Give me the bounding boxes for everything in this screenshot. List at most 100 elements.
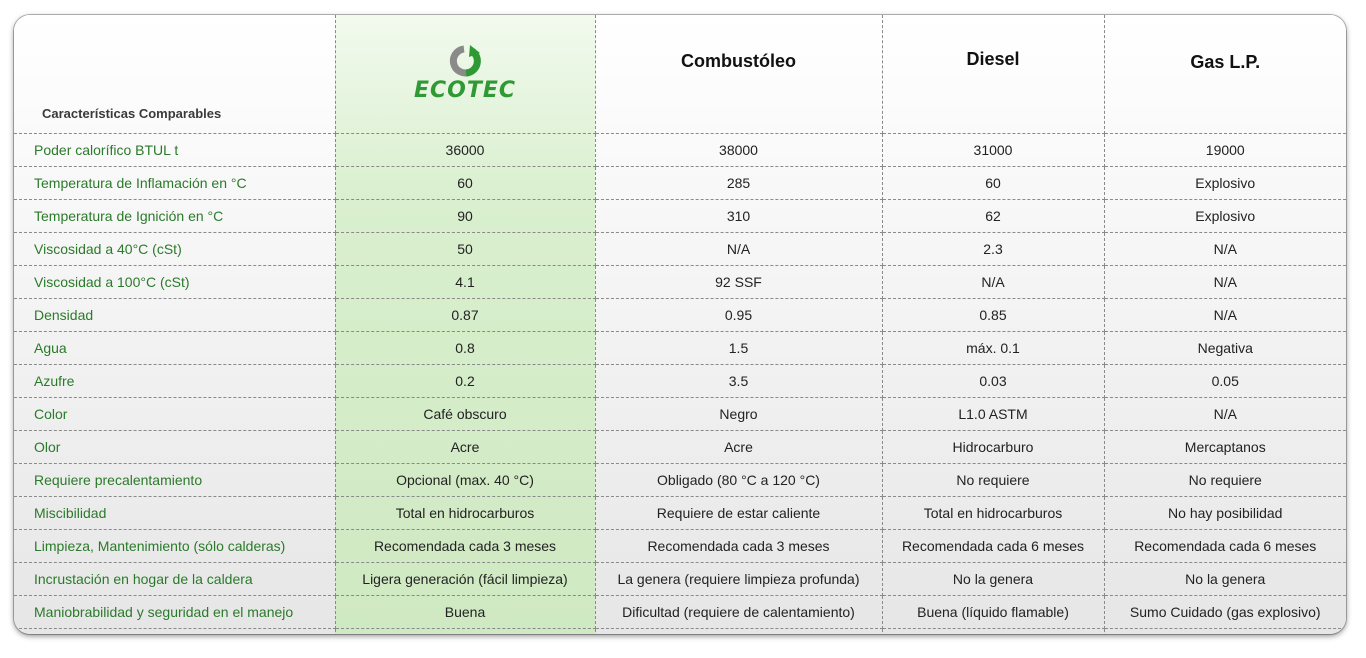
cell-diesel: máx. 0.1 — [882, 331, 1105, 365]
cell-ecotec: 0.8 — [335, 331, 596, 365]
cell-combustoleo: La genera (requiere limpieza profunda) — [595, 562, 883, 596]
table-row: Limpieza, Mantenimiento (sólo calderas) R… — [14, 529, 1346, 563]
cell-gas-lp: No requiere — [1104, 463, 1346, 497]
cell-combustoleo: Requiere de estar caliente — [595, 496, 883, 530]
cell-combustoleo: N/A — [595, 232, 883, 266]
table-row: Temperatura de Inflamación en °C 60 285 60 E… — [14, 166, 1346, 200]
row-label: Temperatura de Ignición en °C — [14, 199, 336, 233]
cell-ecotec: 0.87 — [335, 298, 596, 332]
cell-gas-lp: N/A — [1104, 232, 1346, 266]
cell-diesel: 60 — [882, 166, 1105, 200]
cell-gas-lp: Explosivo — [1104, 166, 1346, 200]
comparison-table: Características Comparables ECOTEC Combu… — [14, 15, 1346, 634]
table-row: Viscosidad a 40°C (cSt) 50 N/A 2.3 N/A — [14, 232, 1346, 266]
cell-ecotec: 4.1 — [335, 265, 596, 299]
cell-diesel: N/A — [882, 265, 1105, 299]
cell-diesel: Recomendada cada 6 meses — [882, 529, 1105, 563]
cell-combustoleo: 0.95 — [595, 298, 883, 332]
cell-diesel: No la genera — [882, 562, 1105, 596]
cell-gas-lp: N/A — [1104, 298, 1346, 332]
cell-gas-lp: N/A — [1104, 265, 1346, 299]
cell-ecotec: Buena — [335, 595, 596, 629]
cell-diesel: 62 — [882, 199, 1105, 233]
cell-diesel: 0.85 — [882, 298, 1105, 332]
column-header-gas-lp: Gas L.P. — [1104, 15, 1346, 134]
row-label: Olor — [14, 430, 336, 464]
header-label: Características Comparables — [14, 15, 336, 134]
cell-diesel: L1.0 ASTM — [882, 397, 1105, 431]
cell-combustoleo: Acre — [595, 430, 883, 464]
cell-diesel: No requiere — [882, 463, 1105, 497]
cell-gas-lp: Mercaptanos — [1104, 430, 1346, 464]
cell-ecotec: Acre — [335, 430, 596, 464]
cell-combustoleo: 3.5 — [595, 364, 883, 398]
cell-gas-lp: Recomendada cada 6 meses — [1104, 529, 1346, 563]
table-row: Requiere precalentamiento Opcional (max. … — [14, 463, 1346, 497]
cell-gas-lp: No presenta — [1104, 629, 1346, 635]
comparison-card: Características Comparables ECOTEC Combu… — [14, 15, 1346, 634]
cell-gas-lp: N/A — [1104, 397, 1346, 431]
table-row: Agua 0.8 1.5 máx. 0.1 Negativa — [14, 331, 1346, 365]
cell-ecotec: Recomendada cada 3 meses — [335, 529, 596, 563]
row-label: Viscosidad a 40°C (cSt) — [14, 232, 336, 266]
row-label: Temperatura de Inflamación en °C — [14, 166, 336, 200]
column-header-diesel: Diesel — [882, 15, 1105, 134]
cell-diesel: Buena (líquido flamable) — [882, 595, 1105, 629]
row-label: Incrustación en hogar de la caldera — [14, 562, 336, 596]
cell-gas-lp: Explosivo — [1104, 199, 1346, 233]
ecotec-logo: ECOTEC — [414, 45, 516, 103]
cell-combustoleo: Obligado (80 °C a 120 °C) — [595, 463, 883, 497]
cell-combustoleo: 1.5 — [595, 331, 883, 365]
cell-diesel: 31000 — [882, 133, 1105, 167]
table-row: Azufre 0.2 3.5 0.03 0.05 — [14, 364, 1346, 398]
cell-ecotec: Ligera generación (fácil limpieza) — [335, 562, 596, 596]
cell-diesel: No presenta — [882, 628, 1105, 634]
table-row: Maniobrabilidad y seguridad en el manejo… — [14, 595, 1346, 629]
cell-ecotec: 0.2 — [335, 364, 596, 398]
cell-ecotec: 36000 — [335, 133, 596, 167]
table-header-row: Características Comparables ECOTEC Combu… — [14, 15, 1346, 134]
cell-diesel: 0.03 — [882, 364, 1105, 398]
table-row: Color Café obscuro Negro L1.0 ASTM N/A — [14, 397, 1346, 431]
cell-gas-lp: Negativa — [1104, 331, 1346, 365]
cell-gas-lp: No la genera — [1104, 562, 1346, 596]
cell-ecotec: Opcional (max. 40 °C) — [335, 463, 596, 497]
cell-combustoleo: 38000 — [595, 133, 883, 167]
cell-ecotec: Total en hidrocarburos — [335, 496, 596, 530]
row-label: Color — [14, 397, 336, 431]
cell-gas-lp: 0.05 — [1104, 364, 1346, 398]
row-label: Viscosidad a 100°C (cSt) — [14, 265, 336, 299]
cell-ecotec: 90 — [335, 199, 596, 233]
ecotec-logo-cell: ECOTEC — [335, 15, 596, 134]
cell-combustoleo: Recomendada cada 3 meses — [595, 529, 883, 563]
cell-combustoleo: Negro — [595, 397, 883, 431]
cell-combustoleo: 285 — [595, 166, 883, 200]
row-label: Miscibilidad — [14, 496, 336, 530]
cell-gas-lp: Sumo Cuidado (gas explosivo) — [1104, 595, 1346, 629]
cell-ecotec: 0.2 — [335, 628, 596, 634]
cell-diesel: 2.3 — [882, 232, 1105, 266]
cell-combustoleo: Dificultad (requiere de calentamiento) — [595, 595, 883, 629]
cell-diesel: Hidrocarburo — [882, 430, 1105, 464]
recycle-arrows-icon — [449, 45, 481, 77]
row-label: Requiere precalentamiento — [14, 463, 336, 497]
table-row: Poder calorífico BTUL t 36000 38000 31000 19… — [14, 133, 1346, 167]
table-row: Miscibilidad Total en hidrocarburos Requie… — [14, 496, 1346, 530]
cell-gas-lp: No hay posibilidad — [1104, 496, 1346, 530]
cell-ecotec: Café obscuro — [335, 397, 596, 431]
cell-diesel: Total en hidrocarburos — [882, 496, 1105, 530]
cell-combustoleo: Aprox. 2.5 — [595, 628, 883, 634]
table-row: Temperatura de Ignición en °C 90 310 62 Expl… — [14, 199, 1346, 233]
table-row: Densidad 0.87 0.95 0.85 N/A — [14, 298, 1346, 332]
cell-combustoleo: 310 — [595, 199, 883, 233]
cell-gas-lp: 19000 — [1104, 133, 1346, 167]
table-row: Incrustación en hogar de la caldera Liger… — [14, 562, 1346, 596]
cell-ecotec: 60 — [335, 166, 596, 200]
table-row: Viscosidad a 100°C (cSt) 4.1 92 SSF N/A N/A — [14, 265, 1346, 299]
row-label: Maniobrabilidad y seguridad en el manejo — [14, 595, 336, 629]
row-label: Azufre — [14, 364, 336, 398]
table-row: Sólidos Inorgánicos %0.2Aprox. 2.5No pre… — [14, 628, 1346, 635]
row-label: Sólidos Inorgánicos % — [14, 628, 336, 634]
row-label: Agua — [14, 331, 336, 365]
row-label: Poder calorífico BTUL t — [14, 133, 336, 167]
